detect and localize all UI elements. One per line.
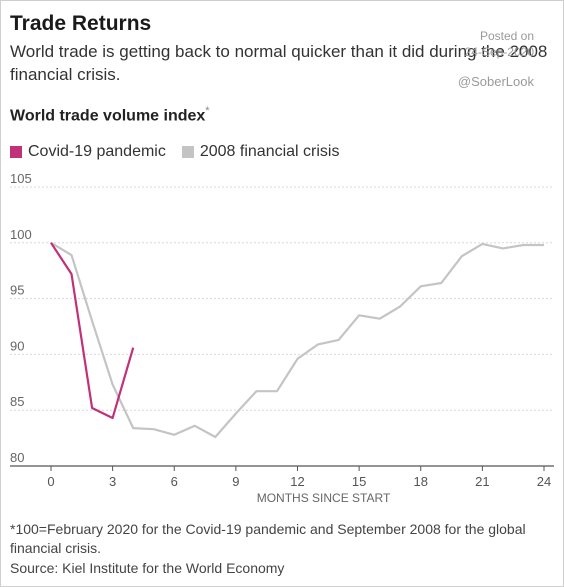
x-axis-label: MONTHS SINCE START [257,491,391,505]
x-tick-label-3: 3 [109,474,116,489]
chart-title: World trade volume index* [10,105,210,125]
line-chart: 80 85 90 95 100 105 0 3 6 9 12 15 18 21 24 MONTHS SINCE… [10,171,554,505]
x-tick-label-15: 15 [352,474,366,489]
footnote: *100=February 2020 for the Covid-19 pand… [10,521,526,556]
legend-label-2008: 2008 financial crisis [199,143,340,160]
watermark: Posted on 24-Sep-2020 @SoberLook [458,28,534,90]
y-tick-label-90: 90 [10,338,24,353]
legend-item-covid: Covid-19 pandemic [10,143,166,161]
x-tick-label-18: 18 [414,474,428,489]
legend-item-2008: 2008 financial crisis [181,143,340,161]
legend-swatch-covid [10,146,22,158]
x-tick-label-6: 6 [171,474,178,489]
y-tick-label-80: 80 [10,450,24,465]
chart-subtitle: World trade is getting back to normal qu… [10,42,548,84]
x-tick-label-24: 24 [537,474,551,489]
chart-headline: Trade Returns [10,12,152,35]
legend: Covid-19 pandemic 2008 financial crisis [10,143,339,161]
x-tick-label-9: 9 [232,474,239,489]
y-tick-label-95: 95 [10,283,24,298]
watermark-handle: @SoberLook [457,74,534,89]
source-note: Source: Kiel Institute for the World Eco… [10,560,285,576]
y-tick-label-85: 85 [10,394,24,409]
series-line-covid [50,242,135,420]
chart-title-text: World trade volume index [10,107,206,125]
series-line-2008 [50,241,544,439]
legend-label-covid: Covid-19 pandemic [28,143,166,160]
watermark-date: 24-Sep-2020 [464,45,534,59]
x-tick-label-21: 21 [475,474,489,489]
x-tick-label-0: 0 [47,474,54,489]
x-tick-label-12: 12 [290,474,304,489]
chart-title-marker: * [205,105,210,117]
y-tick-label-105: 105 [10,171,32,186]
legend-swatch-2008 [181,146,194,158]
y-tick-label-100: 100 [10,227,32,242]
watermark-posted: Posted on [479,29,534,43]
